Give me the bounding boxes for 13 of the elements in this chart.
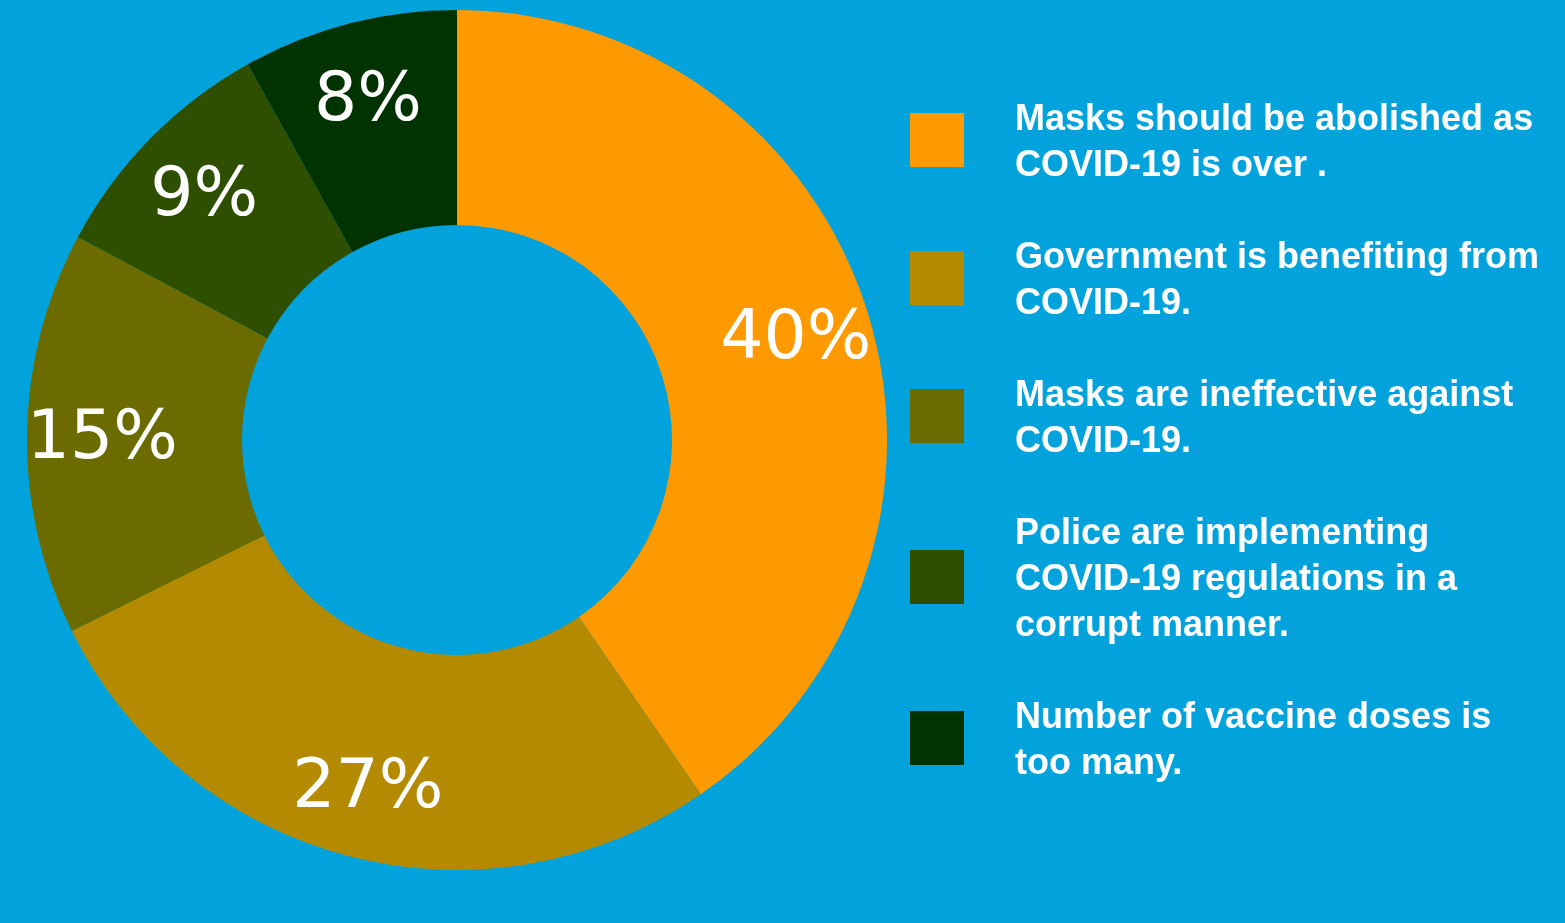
data-label: 9% — [150, 151, 259, 231]
legend-label: Number of vaccine doses is too many. — [1015, 695, 1492, 782]
legend-label: Masks should be abolished as COVID-19 is over . — [1015, 97, 1534, 184]
data-label: 8% — [313, 57, 422, 137]
data-label: 40% — [720, 295, 872, 375]
legend-label: Police are implementing COVID-19 regulations in a corrupt manner. — [1015, 511, 1459, 644]
donut-slice — [27, 236, 268, 631]
data-label: 15% — [26, 395, 178, 475]
donut-slice — [71, 535, 701, 870]
legend-label: Masks are ineffective against COVID-19. — [1015, 373, 1514, 460]
legend-label: Government is benefiting from COVID-19. — [1015, 235, 1540, 322]
data-label: 27% — [292, 744, 444, 824]
donut-slice — [457, 10, 887, 795]
